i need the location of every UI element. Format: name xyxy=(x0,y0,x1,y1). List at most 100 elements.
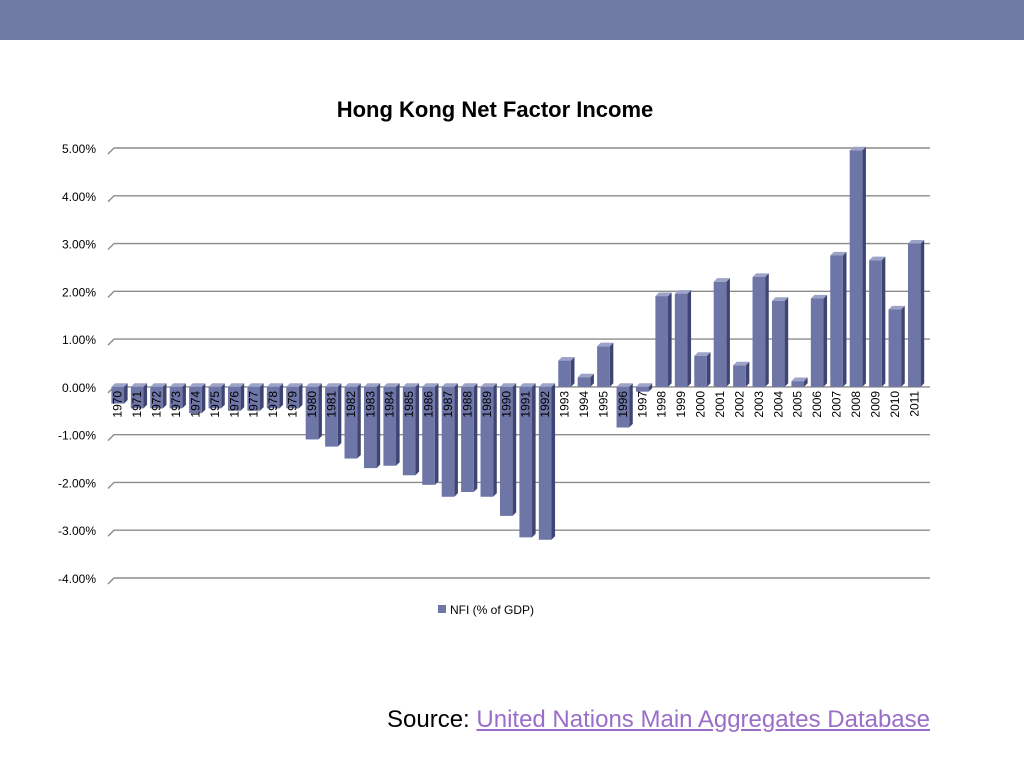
bar xyxy=(363,383,381,469)
x-tick-label: 2006 xyxy=(810,391,824,418)
x-tick-label: 2008 xyxy=(849,391,863,418)
x-tick-label: 1986 xyxy=(422,391,436,418)
bar xyxy=(189,383,206,414)
bar xyxy=(907,239,925,387)
x-tick-label: 1976 xyxy=(227,391,241,418)
x-tick-label: 1972 xyxy=(150,391,164,418)
x-tick-label: 1983 xyxy=(363,391,377,418)
bar xyxy=(266,383,284,409)
bar xyxy=(616,383,633,428)
x-tick-label: 1984 xyxy=(383,391,397,418)
x-tick-label: 2003 xyxy=(752,391,766,418)
x-tick-label: 1985 xyxy=(402,391,416,418)
x-tick-label: 1988 xyxy=(460,391,474,418)
source-link[interactable]: United Nations Main Aggregates Database xyxy=(476,706,930,733)
x-tick-label: 1997 xyxy=(635,391,649,418)
bar xyxy=(830,251,847,387)
bar xyxy=(655,292,672,387)
x-tick-label: 1982 xyxy=(344,391,358,418)
bar xyxy=(305,383,322,440)
x-tick-label: 2001 xyxy=(713,391,727,418)
x-tick-label: 1994 xyxy=(577,391,591,418)
gridline xyxy=(107,481,930,489)
header-band xyxy=(0,0,1024,40)
bar xyxy=(577,373,594,387)
gridline xyxy=(107,195,930,203)
bar xyxy=(869,256,886,387)
bar xyxy=(169,383,186,409)
x-tick-label: 1987 xyxy=(441,391,455,418)
y-tick-label: 2.00% xyxy=(62,285,96,299)
legend-swatch xyxy=(438,605,446,613)
bar xyxy=(325,383,342,447)
x-tick-label: 2005 xyxy=(791,391,805,418)
x-tick-label: 1971 xyxy=(130,391,144,418)
source-citation: Source: United Nations Main Aggregates D… xyxy=(387,706,930,734)
bar xyxy=(344,383,361,459)
bar xyxy=(791,377,808,387)
legend-label: NFI (% of GDP) xyxy=(450,603,534,617)
gridline xyxy=(107,338,930,346)
x-tick-label: 1973 xyxy=(169,391,183,418)
x-tick-label: 2010 xyxy=(888,391,902,418)
chart-title: Hong Kong Net Factor Income xyxy=(336,97,654,122)
bar xyxy=(422,383,439,485)
bar xyxy=(733,361,750,387)
y-tick-label: -2.00% xyxy=(58,476,96,490)
bar xyxy=(519,383,536,538)
bar xyxy=(111,383,128,404)
gridline xyxy=(107,433,930,442)
bar xyxy=(441,383,458,497)
x-tick-label: 2002 xyxy=(732,391,746,418)
bar xyxy=(227,383,245,411)
legend: NFI (% of GDP) xyxy=(438,603,534,617)
x-tick-label: 1989 xyxy=(480,391,494,418)
y-tick-label: 3.00% xyxy=(62,238,96,252)
source-label: Source: xyxy=(387,706,470,733)
y-tick-label: 5.00% xyxy=(62,142,96,156)
x-tick-label: 1970 xyxy=(111,391,125,418)
gridline xyxy=(107,577,930,585)
bar xyxy=(499,383,517,516)
x-tick-label: 1991 xyxy=(519,391,533,418)
y-axis-tick-labels: 5.00% 4.00% 3.00% 2.00% 1.00% 0.00% -1.00% -2.0… xyxy=(58,142,96,586)
x-tick-label: 1974 xyxy=(188,391,202,418)
y-tick-label: 0.00% xyxy=(62,381,96,395)
gridline xyxy=(107,529,930,537)
bar xyxy=(558,357,575,387)
bar xyxy=(771,297,789,387)
x-tick-label: 1980 xyxy=(305,391,319,418)
x-axis-tick-labels: 1970 1971 1972 1973 1974 1975 1976 1977 1978 1979… xyxy=(111,391,922,418)
bar xyxy=(461,383,478,492)
x-tick-label: 1975 xyxy=(208,391,222,418)
bar xyxy=(674,290,692,387)
x-tick-label: 1999 xyxy=(674,391,688,418)
bar xyxy=(538,383,556,540)
bar xyxy=(208,383,225,409)
gridline xyxy=(107,290,930,298)
bar xyxy=(402,383,420,476)
gridlines xyxy=(107,147,930,585)
x-tick-label: 1977 xyxy=(247,391,261,418)
y-tick-label: -4.00% xyxy=(58,572,96,586)
x-tick-label: 2011 xyxy=(907,391,921,417)
gridline xyxy=(107,242,930,251)
x-tick-label: 1990 xyxy=(499,391,513,418)
x-tick-label: 1993 xyxy=(558,391,572,418)
bar xyxy=(597,342,614,387)
x-tick-label: 1996 xyxy=(616,391,630,418)
x-tick-label: 1998 xyxy=(655,391,669,418)
gridline xyxy=(107,147,930,155)
bar xyxy=(888,305,905,387)
bar xyxy=(752,273,769,387)
bar xyxy=(130,383,148,409)
y-tick-label: -3.00% xyxy=(58,524,96,538)
x-tick-label: 2009 xyxy=(868,391,882,418)
bar xyxy=(480,383,497,497)
y-tick-label: 4.00% xyxy=(62,190,96,204)
bar xyxy=(713,278,730,387)
y-tick-label: 1.00% xyxy=(62,333,96,347)
x-tick-label: 1979 xyxy=(286,391,300,418)
bar xyxy=(849,146,866,387)
